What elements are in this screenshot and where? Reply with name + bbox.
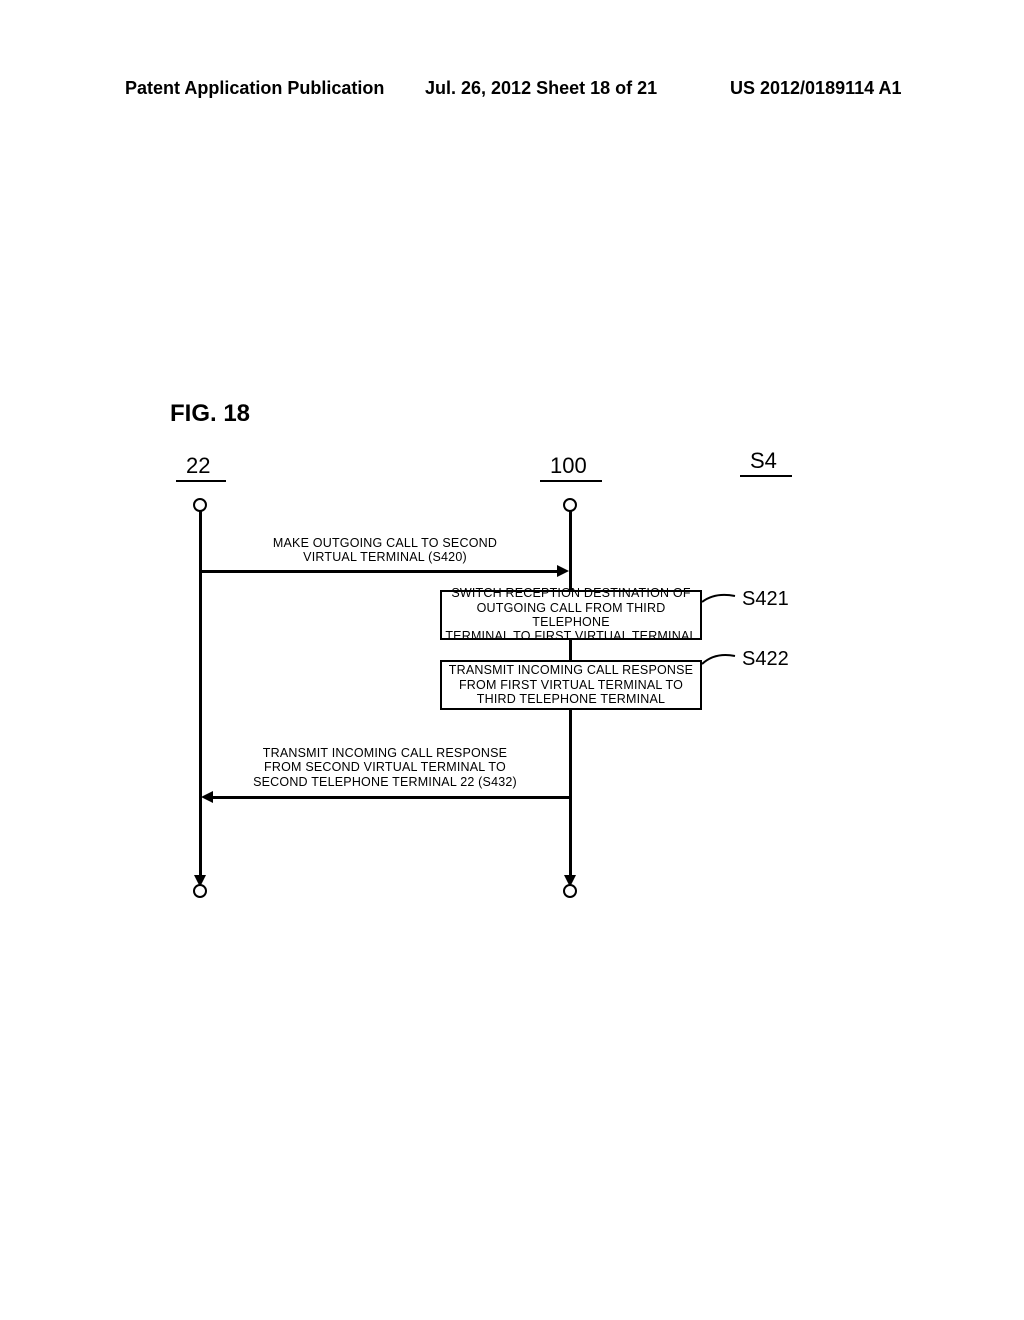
step-text-s421: SWITCH RECEPTION DESTINATION OF OUTGOING… bbox=[442, 586, 700, 644]
lifeline-22 bbox=[199, 510, 202, 880]
figure-label: FIG. 18 bbox=[170, 400, 250, 428]
msg-outgoing-call-arrow bbox=[557, 565, 569, 577]
leader-s421 bbox=[700, 592, 740, 612]
step-label-s421: S421 bbox=[742, 588, 789, 611]
lifeline-100-top-circle bbox=[563, 498, 577, 512]
header-center: Jul. 26, 2012 Sheet 18 of 21 bbox=[425, 78, 657, 99]
step-box-s422: TRANSMIT INCOMING CALL RESPONSE FROM FIR… bbox=[440, 660, 702, 710]
header-right: US 2012/0189114 A1 bbox=[730, 78, 901, 99]
underline-22 bbox=[176, 480, 226, 482]
lifeline-22-bottom-circle bbox=[193, 884, 207, 898]
step-label-s422: S422 bbox=[742, 648, 789, 671]
page: Patent Application Publication Jul. 26, … bbox=[0, 0, 1024, 1320]
msg-incoming-response-text: TRANSMIT INCOMING CALL RESPONSE FROM SEC… bbox=[245, 746, 525, 789]
msg-incoming-response-arrow bbox=[201, 791, 213, 803]
column-label-22: 22 bbox=[186, 453, 210, 479]
step-box-s421: SWITCH RECEPTION DESTINATION OF OUTGOING… bbox=[440, 590, 702, 640]
underline-100 bbox=[540, 480, 602, 482]
underline-s4 bbox=[740, 475, 792, 477]
header-left: Patent Application Publication bbox=[125, 78, 384, 99]
leader-s422 bbox=[700, 652, 740, 672]
column-label-s4: S4 bbox=[750, 448, 777, 474]
column-label-100: 100 bbox=[550, 453, 587, 479]
msg-outgoing-call-text: MAKE OUTGOING CALL TO SECOND VIRTUAL TER… bbox=[240, 536, 530, 565]
msg-outgoing-call-line bbox=[201, 570, 559, 573]
lifeline-22-top-circle bbox=[193, 498, 207, 512]
step-text-s422: TRANSMIT INCOMING CALL RESPONSE FROM FIR… bbox=[449, 663, 693, 706]
msg-incoming-response-line bbox=[212, 796, 570, 799]
lifeline-100-bottom-circle bbox=[563, 884, 577, 898]
